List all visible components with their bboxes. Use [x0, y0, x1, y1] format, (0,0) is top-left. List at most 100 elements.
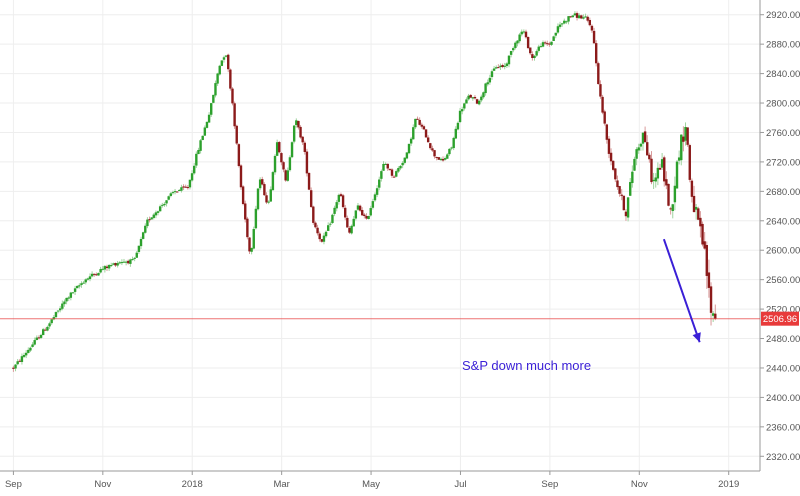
candle-body [503, 65, 506, 67]
candle-body [95, 274, 98, 276]
candle-body [467, 95, 470, 100]
candle-body [543, 42, 547, 44]
candle-body [669, 208, 672, 210]
candle-body [286, 170, 289, 181]
candle-body [401, 162, 404, 166]
candle-body [607, 138, 611, 154]
x-tick-label: Sep [541, 479, 558, 490]
candle-body [714, 313, 717, 319]
y-tick-label: 2880.00 [766, 40, 800, 51]
candle-body [256, 188, 260, 210]
candle-body [165, 200, 168, 204]
candle-body [560, 23, 564, 25]
candle-body [399, 165, 402, 169]
candle-body [227, 54, 230, 70]
candle-body [492, 68, 496, 71]
candle-body [405, 152, 409, 159]
candle-body [701, 223, 704, 245]
candle-body [673, 185, 677, 203]
candle-body [663, 157, 666, 182]
candle-body [356, 205, 360, 210]
candle-body [244, 203, 247, 220]
candle-body [333, 207, 336, 214]
candle-body [707, 272, 711, 288]
candle-body [635, 149, 638, 159]
candle-body [254, 208, 258, 229]
candle-body [446, 154, 449, 159]
candle-body [699, 217, 702, 227]
candle-body [631, 171, 634, 184]
candle-body [71, 292, 75, 294]
candle-body [76, 286, 79, 289]
y-tick-label: 2840.00 [766, 69, 800, 80]
candle-body [390, 169, 394, 176]
candle-body [231, 88, 234, 104]
candle-body [373, 194, 377, 201]
candle-body [420, 124, 423, 127]
x-tick-label: May [362, 479, 380, 490]
candle-body [473, 96, 477, 99]
candle-body [361, 209, 364, 216]
candle-body [380, 171, 383, 179]
annotation-arrow-head [692, 332, 701, 343]
candle-body [395, 171, 398, 177]
candle-body [241, 186, 245, 205]
candle-body [250, 247, 253, 252]
annotation-text: S&P down much more [462, 358, 591, 373]
candle-body [80, 283, 83, 285]
candle-body [554, 32, 557, 36]
x-tick-label: Nov [631, 479, 648, 490]
candle-body [605, 124, 609, 140]
candle-body [539, 46, 543, 48]
candle-body [207, 114, 211, 123]
candle-body [133, 257, 136, 259]
candle-body [271, 172, 275, 191]
candle-body [122, 261, 126, 263]
candle-body [88, 276, 92, 280]
candle-body [329, 223, 332, 225]
candle-body [222, 57, 226, 60]
candle-body [292, 125, 296, 142]
candle-body [582, 17, 585, 19]
candle-body [210, 103, 213, 115]
candle-body [288, 157, 292, 171]
candle-body [565, 21, 568, 23]
candle-body [650, 158, 653, 183]
candle-body [82, 282, 85, 284]
candle-body [584, 16, 587, 18]
candle-body [514, 42, 517, 48]
candle-body [667, 183, 670, 206]
candle-body [573, 13, 577, 16]
candle-body [403, 157, 406, 163]
candle-body [460, 109, 464, 112]
candle-body [248, 237, 251, 252]
x-tick-label: Sep [5, 479, 22, 490]
candle-body [626, 197, 630, 218]
candle-body [371, 201, 375, 208]
candle-body [535, 51, 538, 56]
candle-body [454, 128, 458, 139]
x-tick-label: Mar [273, 479, 289, 490]
candle-body [167, 196, 170, 200]
candle-body [158, 206, 162, 212]
candle-body [258, 179, 262, 189]
candle-body [161, 204, 164, 206]
candle-body [239, 165, 243, 188]
candle-body [588, 19, 592, 26]
candle-body [31, 344, 34, 347]
candle-body [426, 137, 430, 143]
candle-body [197, 150, 200, 155]
candle-body [107, 264, 111, 269]
candle-body [129, 259, 132, 264]
candle-body [384, 163, 387, 165]
candle-body [711, 313, 715, 316]
candle-body [188, 179, 192, 188]
candle-body [93, 273, 96, 275]
candle-body [307, 172, 311, 190]
candle-body [180, 187, 183, 191]
y-tick-label: 2560.00 [766, 275, 800, 286]
candle-body [63, 301, 66, 305]
candle-body [448, 148, 451, 155]
candle-body [441, 158, 445, 161]
candle-body [375, 188, 379, 195]
